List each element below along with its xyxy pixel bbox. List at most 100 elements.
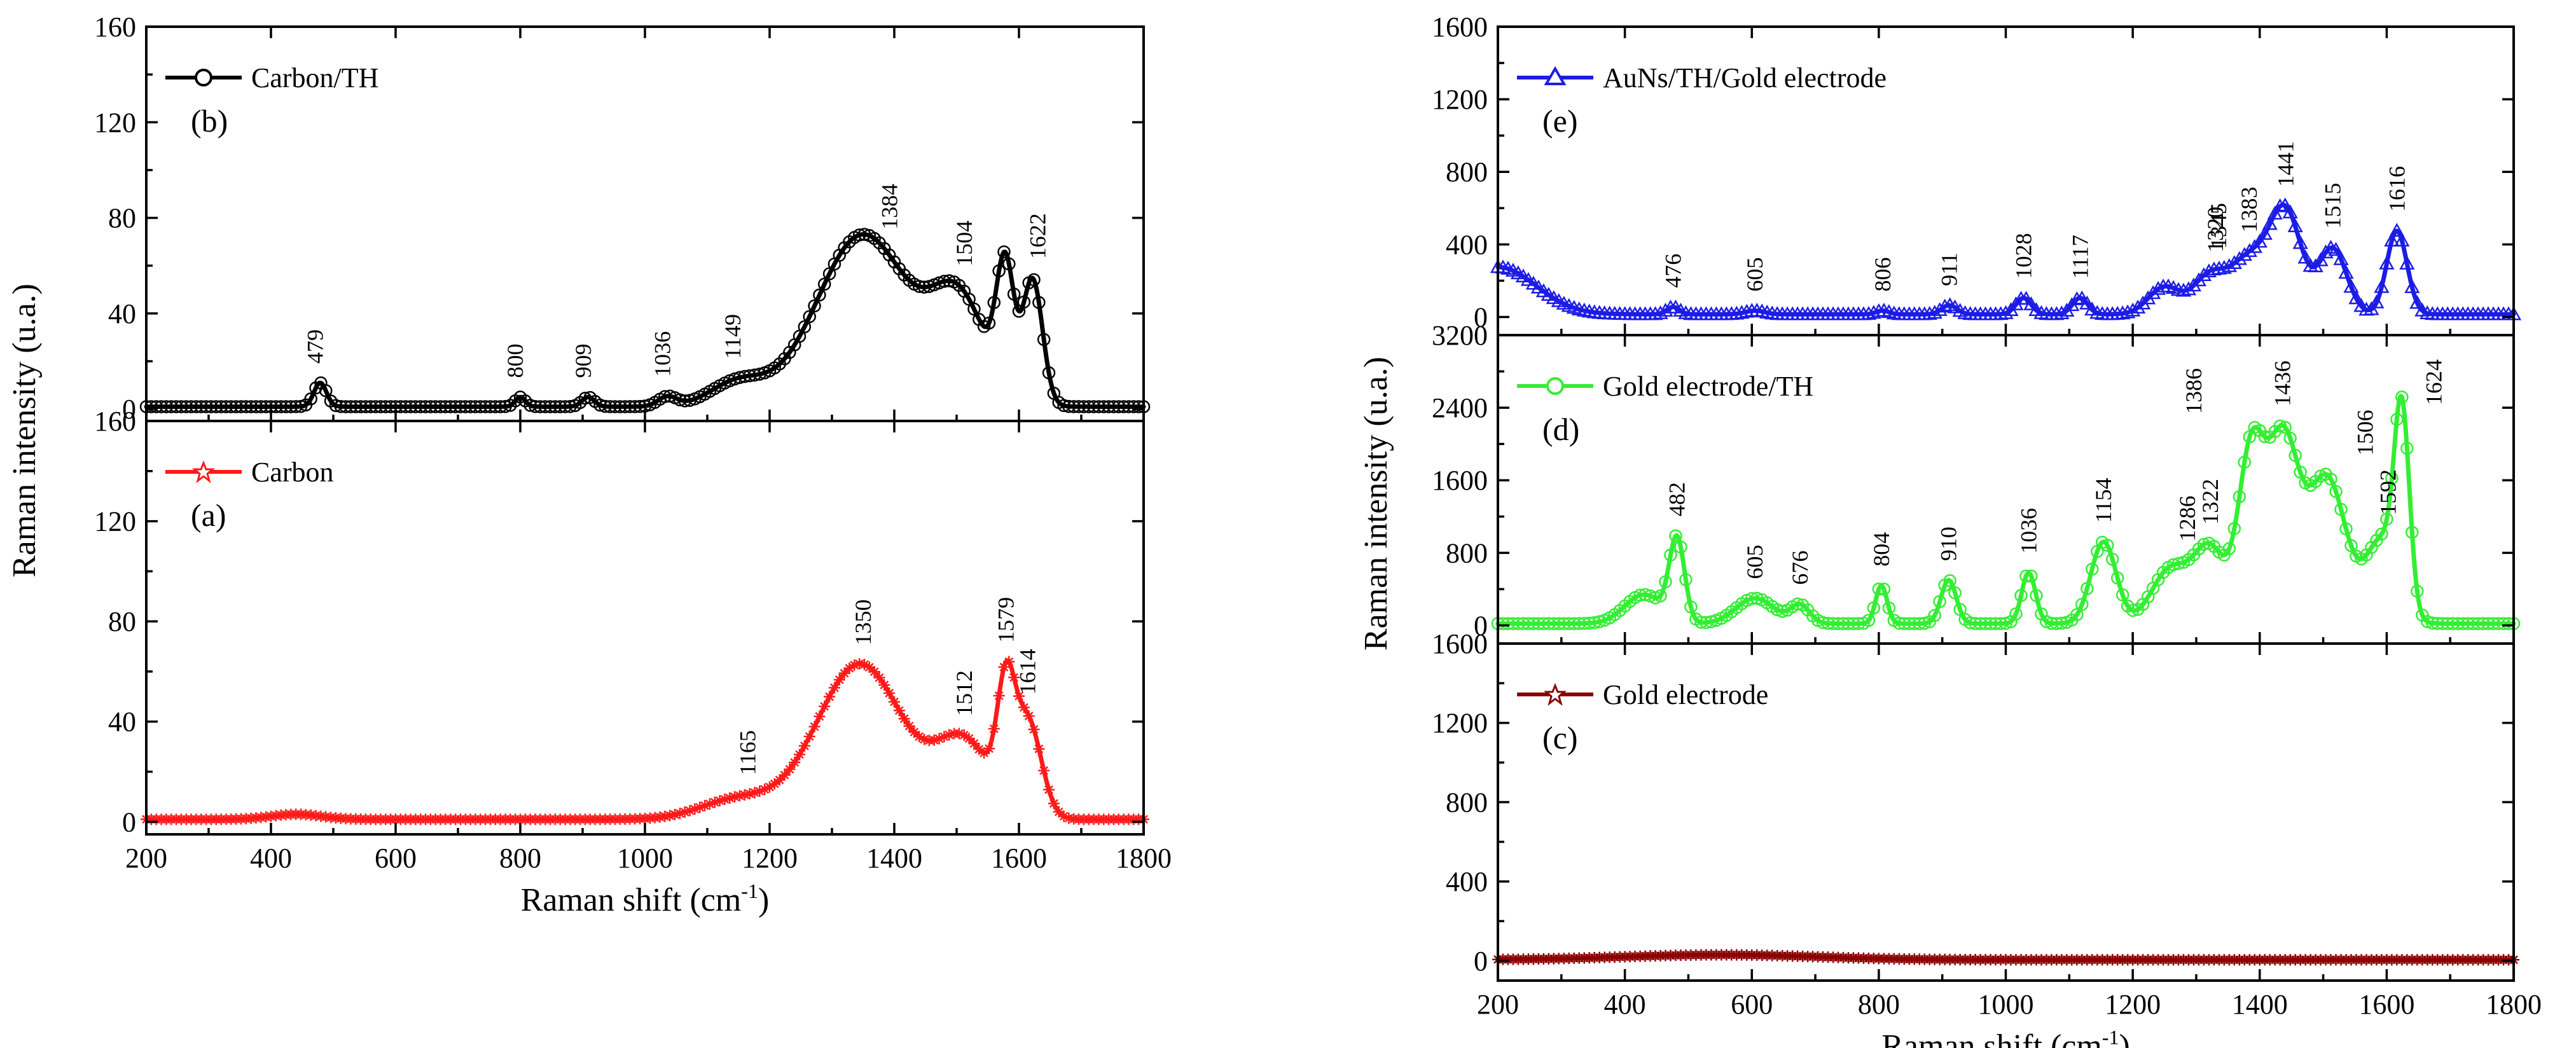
data-point <box>1582 616 1596 630</box>
data-point <box>2486 617 2500 630</box>
peak-label: 1616 <box>2384 166 2409 212</box>
data-point <box>2278 420 2292 434</box>
y-tick-label: 40 <box>108 707 136 738</box>
data-point <box>1033 743 1045 755</box>
series-markers-d <box>1491 390 2521 630</box>
data-point <box>2023 296 2039 310</box>
data-point <box>743 369 756 383</box>
data-point <box>209 400 223 413</box>
data-point <box>1994 617 2007 630</box>
data-point <box>908 726 920 738</box>
peak-label: 1622 <box>1025 213 1051 259</box>
data-point <box>1998 305 2014 319</box>
data-point <box>779 769 791 781</box>
data-point <box>2018 291 2034 305</box>
data-point <box>917 280 931 294</box>
data-point <box>1506 617 1520 630</box>
data-point <box>1866 305 1882 319</box>
data-point <box>2375 527 2388 541</box>
data-point <box>669 808 681 820</box>
data-point <box>1032 296 1046 309</box>
data-point <box>633 399 647 413</box>
panel-c: 0 400 800 1200 1600 200 400 600 800 1000 1200 1400 1… <box>1432 628 2542 1048</box>
legend-marker <box>1544 682 1567 706</box>
peak-label: 1506 <box>2353 410 2378 455</box>
data-point <box>174 400 188 413</box>
data-point <box>2100 539 2114 552</box>
data-point <box>2297 249 2313 264</box>
data-point <box>1542 617 1556 630</box>
data-point <box>269 400 283 413</box>
data-point <box>928 734 940 746</box>
panel-letter-c: (c) <box>1542 720 1578 755</box>
data-point <box>953 727 965 740</box>
y-tick-label: 800 <box>1446 537 1488 569</box>
panel-a: 0 40 80 120 160 200 400 600 800 1000 1200 1400 1600 1… <box>94 406 1172 918</box>
data-point <box>679 806 691 818</box>
data-point <box>274 400 287 413</box>
data-point <box>2081 582 2094 595</box>
peak-label: 1515 <box>2320 183 2346 229</box>
y-tick-label: 0 <box>122 806 136 838</box>
data-point <box>234 400 248 413</box>
data-point <box>1048 797 1060 810</box>
data-point <box>2075 598 2089 611</box>
data-point <box>1948 586 1962 600</box>
peak-label: 1320 <box>2203 207 2228 252</box>
data-point <box>2126 603 2140 617</box>
data-point <box>733 371 747 384</box>
data-point <box>2409 294 2425 309</box>
data-point <box>1922 306 1937 320</box>
data-point <box>259 400 273 413</box>
data-point <box>2238 455 2252 469</box>
y-tick-label: 800 <box>1446 156 1488 188</box>
data-point <box>2267 205 2283 220</box>
data-point <box>1122 400 1135 413</box>
data-point <box>384 400 398 413</box>
data-point <box>2105 553 2119 566</box>
y-tick-label: 400 <box>1446 229 1488 260</box>
data-point <box>1117 400 1130 413</box>
data-point <box>1669 529 1682 542</box>
data-point <box>1846 617 1860 630</box>
data-point <box>987 296 1001 309</box>
y-tick-label: 160 <box>94 406 136 437</box>
data-point <box>838 667 850 679</box>
data-point <box>204 400 218 413</box>
data-point <box>2045 616 2058 630</box>
panel-letter-b: (b) <box>191 103 228 139</box>
data-point <box>1567 617 1581 630</box>
data-point <box>349 400 363 413</box>
data-point <box>784 763 796 775</box>
data-point <box>2009 607 2023 621</box>
peak-label: 806 <box>1870 257 1895 291</box>
data-point <box>933 733 945 745</box>
y-tick-label: 80 <box>108 203 136 234</box>
x-axis-title-close: ) <box>758 882 769 918</box>
data-point <box>488 400 502 413</box>
data-point <box>674 808 686 820</box>
data-point <box>1659 575 1672 589</box>
data-point <box>773 774 786 786</box>
legend-marker <box>1544 66 1567 85</box>
data-point <box>903 720 915 732</box>
peak-label: 909 <box>571 343 596 378</box>
data-point <box>1700 616 1713 630</box>
data-point <box>714 795 726 807</box>
y-tick-label: 2400 <box>1432 392 1488 424</box>
data-point <box>394 400 408 413</box>
peak-label: 479 <box>302 329 328 364</box>
data-point <box>1042 366 1056 380</box>
data-point <box>1527 617 1541 630</box>
data-point <box>439 400 452 413</box>
data-point <box>852 228 866 242</box>
data-point <box>329 399 343 413</box>
data-point <box>499 400 512 413</box>
data-point <box>2339 522 2353 535</box>
data-point <box>684 804 696 817</box>
data-point <box>628 400 642 413</box>
data-point <box>2348 290 2364 305</box>
x-tick-label: 600 <box>1731 989 1773 1020</box>
data-point <box>2150 280 2166 295</box>
